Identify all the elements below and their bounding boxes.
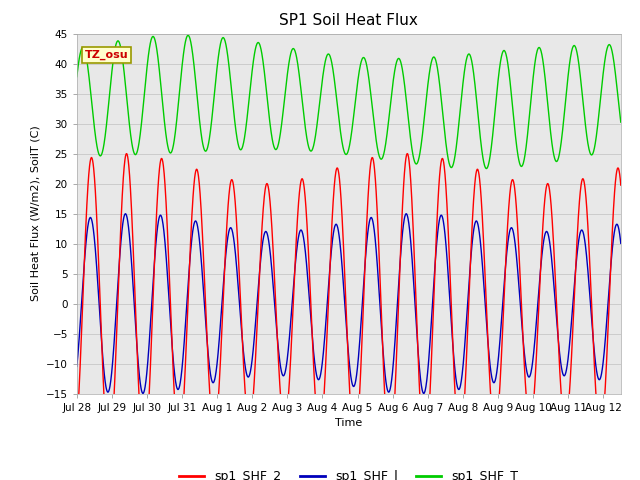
X-axis label: Time: Time <box>335 418 362 428</box>
Title: SP1 Soil Heat Flux: SP1 Soil Heat Flux <box>280 13 418 28</box>
sp1_SHF_2 <box>123 151 131 156</box>
sp1_SHF_2 <box>323 328 331 334</box>
sp1_SHF_T <box>338 136 346 142</box>
sp1_SHF_T <box>100 137 108 143</box>
Line: sp1_SHF_2: sp1_SHF_2 <box>77 154 621 453</box>
sp1_SHF_T <box>617 120 625 125</box>
sp1_SHF_l <box>617 240 625 246</box>
sp1_SHF_T <box>323 52 331 58</box>
sp1_SHF_2 <box>602 379 609 384</box>
sp1_SHF_2 <box>100 405 108 411</box>
sp1_SHF_T <box>73 74 81 80</box>
sp1_SHF_T <box>602 53 609 59</box>
sp1_SHF_T <box>602 55 609 60</box>
sp1_SHF_2 <box>386 450 394 456</box>
Line: sp1_SHF_l: sp1_SHF_l <box>77 214 621 394</box>
sp1_SHF_l <box>122 211 129 216</box>
sp1_SHF_T <box>483 166 490 171</box>
sp1_SHF_l <box>73 363 81 369</box>
sp1_SHF_2 <box>602 384 609 390</box>
sp1_SHF_2 <box>502 260 509 265</box>
Text: TZ_osu: TZ_osu <box>85 50 129 60</box>
Y-axis label: Soil Heat Flux (W/m2), SoilT (C): Soil Heat Flux (W/m2), SoilT (C) <box>30 126 40 301</box>
sp1_SHF_l <box>602 337 609 343</box>
sp1_SHF_l <box>502 262 509 267</box>
sp1_SHF_2 <box>617 182 625 188</box>
sp1_SHF_l <box>139 391 147 396</box>
sp1_SHF_2 <box>73 424 81 430</box>
Line: sp1_SHF_T: sp1_SHF_T <box>77 36 621 168</box>
sp1_SHF_2 <box>338 205 346 211</box>
sp1_SHF_l <box>602 334 609 339</box>
sp1_SHF_l <box>324 298 332 303</box>
sp1_SHF_T <box>502 50 509 56</box>
Legend: sp1_SHF_2, sp1_SHF_l, sp1_SHF_T: sp1_SHF_2, sp1_SHF_l, sp1_SHF_T <box>174 465 524 480</box>
sp1_SHF_l <box>338 261 346 266</box>
sp1_SHF_l <box>100 374 108 380</box>
sp1_SHF_T <box>184 33 192 38</box>
